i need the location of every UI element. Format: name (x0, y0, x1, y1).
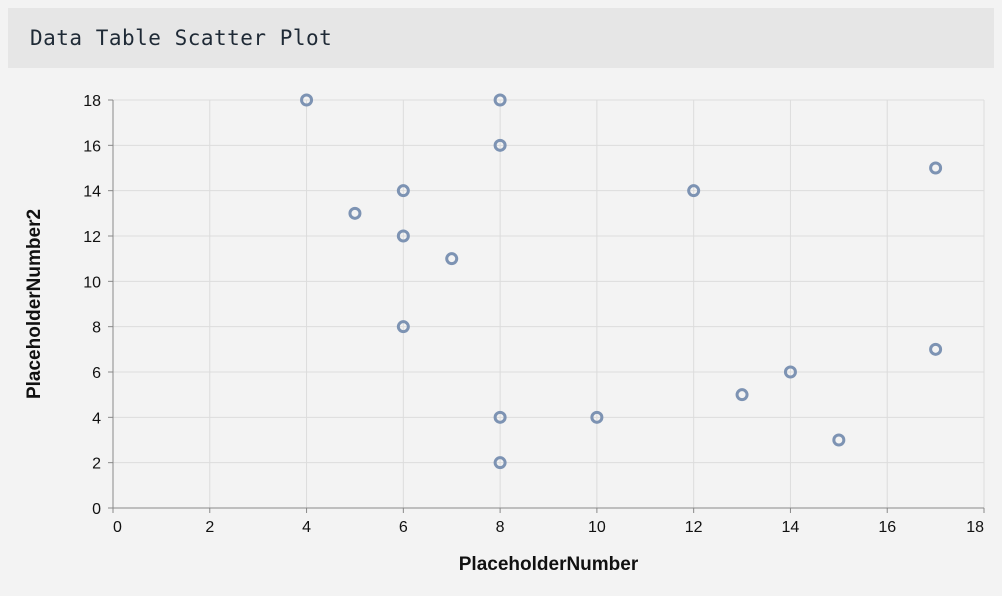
y-axis-title: PlaceholderNumber2 (24, 209, 45, 399)
x-tick-label: 16 (878, 519, 896, 536)
data-point (396, 184, 410, 198)
data-point (493, 93, 507, 107)
data-point (929, 342, 943, 356)
page-title: Data Table Scatter Plot (30, 26, 333, 50)
data-point (493, 138, 507, 152)
data-point (687, 184, 701, 198)
x-tick-label: 12 (685, 519, 703, 536)
data-point (493, 410, 507, 424)
y-tick-label: 14 (83, 184, 101, 201)
y-tick-label: 10 (83, 274, 101, 291)
chart-header: Data Table Scatter Plot (8, 8, 994, 68)
y-tick-label: 8 (92, 320, 101, 337)
data-points (300, 93, 943, 470)
x-tick-label: 8 (496, 519, 505, 536)
x-tick-label: 4 (302, 519, 311, 536)
x-tick-label: 14 (782, 519, 800, 536)
x-tick-label: 18 (966, 519, 984, 536)
data-point (445, 252, 459, 266)
x-tick-label: 0 (113, 519, 122, 536)
data-point (590, 410, 604, 424)
data-point (300, 93, 314, 107)
data-point (735, 388, 749, 402)
y-tick-label: 12 (83, 229, 101, 246)
y-tick-label: 16 (83, 138, 101, 155)
x-tick-label: 2 (205, 519, 214, 536)
x-tick-label: 6 (399, 519, 408, 536)
data-point (783, 365, 797, 379)
ticks: 0 2 4 6 8 10 12 14 16 18 0 2 4 6 8 10 12 14 16 18 (83, 93, 985, 536)
data-point (929, 161, 943, 175)
y-tick-label: 2 (92, 456, 101, 473)
y-tick-label: 0 (92, 501, 101, 518)
y-tick-label: 6 (92, 365, 101, 382)
x-tick-label: 10 (588, 519, 606, 536)
data-point (396, 320, 410, 334)
data-point (832, 433, 846, 447)
x-axis-title: PlaceholderNumber (459, 554, 639, 575)
grid (113, 99, 985, 508)
data-point (348, 206, 362, 220)
data-point (396, 229, 410, 243)
y-tick-label: 18 (83, 93, 101, 110)
y-tick-label: 4 (92, 410, 101, 427)
data-point (493, 456, 507, 470)
axes (112, 100, 984, 509)
